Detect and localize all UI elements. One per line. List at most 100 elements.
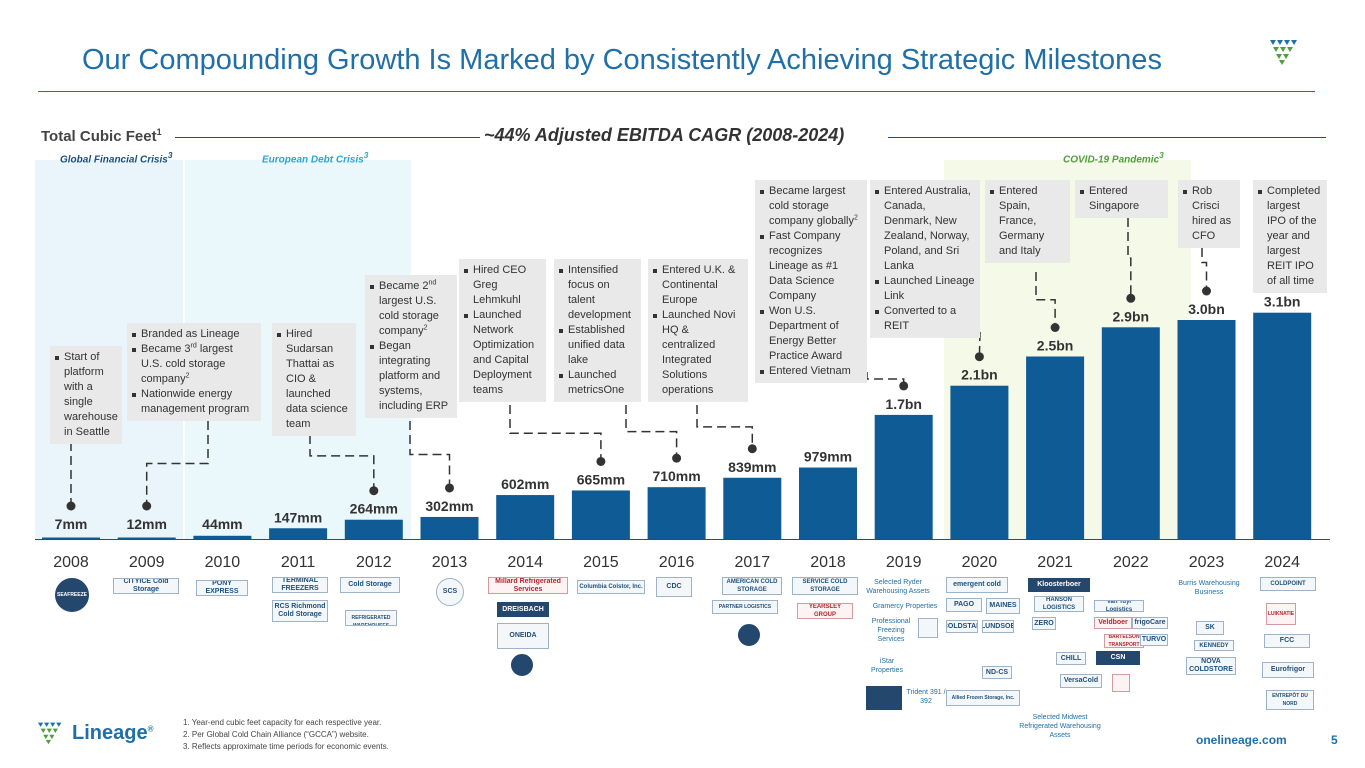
callout-bullet: Completed largest IPO of the year and la… (1258, 184, 1322, 289)
logo-kennedy: KENNEDY (1194, 640, 1234, 651)
logo-entrepot-du-nord: ENTREPÔT DU NORD (1266, 690, 1314, 710)
caption-professional-freezing: Professional Freezing Services (871, 618, 911, 643)
logo-nova-coldstore: NOVA COLDSTORE (1186, 657, 1236, 675)
bar-2019 (874, 414, 933, 539)
logo-emergent-cold: emergent cold (946, 577, 1008, 593)
callout-2014: Hired CEO Greg Lehmkuhl Launched Network … (459, 259, 546, 402)
value-label-2020: 2.1bn (961, 367, 998, 383)
logo-terminal-freezers: TERMINAL FREEZERS (272, 577, 328, 593)
logo-luiknatie: LUIKNATIE (1266, 603, 1296, 625)
logo-pago: PAGO (946, 598, 982, 612)
value-label-2024: 3.1bn (1264, 294, 1301, 310)
year-label-2009: 2009 (129, 554, 165, 571)
bar-2020 (950, 385, 1009, 539)
logo-pony-express: PONY EXPRESS (196, 580, 248, 596)
milestone-marker-2012 (369, 486, 379, 496)
callout-bullet: Fast Company recognizes Lineage as #1 Da… (760, 229, 862, 304)
logo-cityice: CITYICE Cold Storage (113, 578, 179, 594)
logo-seafreeze: SEAFREEZE (55, 578, 89, 612)
callout-bullet: Entered Spain, France, Germany and Italy (990, 184, 1065, 259)
logo-preferred (866, 686, 902, 710)
caption-trident: Trident 391 / 392 (906, 689, 946, 705)
callout-2016: Entered U.K. & Continental Europe Launche… (648, 259, 748, 402)
callout-2015: Intensified focus on talent development E… (554, 259, 641, 402)
callout-bullet: Entered Australia, Canada, Denmark, New … (875, 184, 975, 274)
logo-eurofrigor: Eurofrigor (1262, 662, 1314, 678)
callout-2019: Entered Australia, Canada, Denmark, New … (870, 180, 980, 338)
callout-2009: Branded as Lineage Became 3rd largest U.S… (127, 323, 261, 421)
era-label-covid: COVID-19 Pandemic3 (1063, 150, 1164, 166)
bar-2009 (117, 537, 176, 539)
value-label-2021: 2.5bn (1037, 338, 1074, 354)
page-number: 5 (1331, 733, 1338, 747)
milestone-marker-2017 (747, 444, 757, 454)
caption-ryder: Selected Ryder Warehousing Assets (866, 579, 930, 595)
logo-cold-storage-2012: Cold Storage (340, 577, 400, 593)
logo-partner-logistics: PARTNER LOGISTICS (712, 600, 778, 614)
logo-csn: CSN (1096, 651, 1140, 665)
callout-2012: Became 2nd largest U.S. cold storage com… (365, 275, 457, 418)
year-label-2011: 2011 (281, 554, 316, 571)
value-label-2017: 839mm (728, 459, 776, 475)
logo-service-cold-storage: SERVICE COLD STORAGE (792, 577, 858, 595)
year-label-2015: 2015 (583, 554, 619, 571)
callout-2018: Became largest cold storage company glob… (755, 180, 867, 383)
callout-bullet: Converted to a REIT (875, 304, 975, 334)
logo-cdc: CDC (656, 577, 692, 597)
caption-gramercy: Gramercy Properties (872, 603, 938, 610)
year-label-2020: 2020 (962, 554, 998, 571)
callout-bullet: Start of platform with a single warehous… (55, 350, 118, 440)
value-label-2015: 665mm (577, 471, 625, 487)
footnote-3: 3. Reflects approximate time periods for… (183, 742, 389, 751)
logo-hanson: HANSON LOGISTICS (1034, 596, 1084, 612)
bar-2021 (1026, 356, 1085, 539)
era-label-financial-crisis: Global Financial Crisis3 (60, 150, 173, 166)
logo-columbia-colstor: Columbia Colstor, Inc. (577, 580, 645, 594)
callout-2022: Entered Singapore (1075, 180, 1168, 218)
milestone-marker-2016 (672, 453, 682, 463)
callout-2008: Start of platform with a single warehous… (50, 346, 122, 444)
lineage-shield-icon (1270, 40, 1297, 65)
value-label-2023: 3.0bn (1188, 301, 1225, 317)
year-label-2018: 2018 (810, 554, 846, 571)
connector-line-2013 (409, 421, 451, 488)
value-label-2014: 602mm (501, 476, 549, 492)
callout-bullet: Established unified data lake (559, 323, 636, 368)
connector-line-2019 (866, 372, 905, 386)
logo-coldstar: COLDSTAR (946, 620, 978, 633)
value-label-2022: 2.9bn (1113, 308, 1150, 324)
logo-stanford: STANFORD REFRIGERATED WAREHOUSES (345, 610, 397, 626)
callout-bullet: Hired CEO Greg Lehmkuhl (464, 263, 541, 308)
bar-2008 (42, 537, 100, 539)
header-rule-left (175, 137, 480, 138)
year-label-2016: 2016 (659, 554, 695, 571)
connector-line-2009 (145, 421, 209, 506)
callout-bullet: Became largest cold storage company glob… (760, 184, 862, 229)
bar-2014 (496, 495, 555, 539)
website-link[interactable]: onelineage.com (1196, 733, 1287, 747)
logo-american-cold-storage: AMERICAN COLD STORAGE (722, 577, 782, 595)
bar-2023 (1177, 320, 1236, 539)
ebitda-cagr-label: ~44% Adjusted EBITDA CAGR (2008-2024) (484, 125, 845, 145)
logo-fcc: FCC (1264, 634, 1310, 648)
logo-chill: CHILL (1056, 652, 1086, 665)
logo-van-tuyl: Van Tuyl Logistics (1094, 600, 1144, 612)
milestone-marker-2009 (142, 501, 152, 511)
logo-lundsoe: LUNDSOE (982, 620, 1014, 633)
year-label-2017: 2017 (735, 554, 771, 571)
connector-line-2017 (696, 405, 754, 449)
bar-2016 (647, 487, 706, 539)
logo-f-badge (1112, 674, 1130, 692)
logo-scs: SCS (436, 578, 464, 606)
callout-bullet: Launched metricsOne (559, 368, 636, 398)
logo-sk: SK (1196, 621, 1224, 635)
logo-kloosterboer: Kloosterboer (1028, 578, 1090, 592)
callout-bullet: Rob Crisci hired as CFO (1183, 184, 1235, 244)
callout-bullet: Entered U.K. & Continental Europe (653, 263, 743, 308)
bar-2015 (571, 490, 630, 539)
logo-oneida: ONEIDA (497, 623, 549, 649)
value-label-2018: 979mm (804, 449, 852, 465)
logo-oneida-seal (511, 654, 533, 676)
value-label-2019: 1.7bn (885, 396, 922, 412)
